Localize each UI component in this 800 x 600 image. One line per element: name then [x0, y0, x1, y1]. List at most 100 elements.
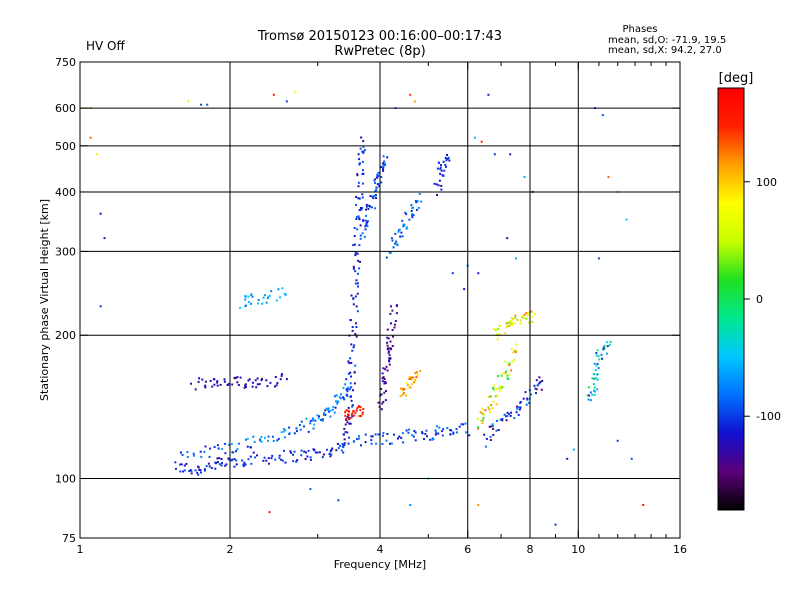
data-point: [402, 223, 405, 226]
data-point: [389, 252, 392, 254]
data-point: [465, 431, 468, 434]
data-point: [336, 443, 339, 445]
data-point: [370, 439, 373, 442]
data-point: [194, 469, 197, 472]
data-point: [515, 351, 517, 354]
data-point: [522, 315, 525, 317]
data-point: [365, 224, 368, 227]
y-axis: 75 100 200 300 400 500 600 750: [55, 56, 680, 545]
data-point: [352, 244, 355, 247]
data-point: [393, 326, 396, 329]
data-point: [391, 345, 394, 347]
data-point: [362, 145, 365, 148]
data-point: [410, 376, 413, 379]
data-point: [355, 204, 357, 207]
data-point: [351, 405, 354, 408]
data-point: [625, 218, 628, 221]
data-point: [323, 412, 326, 415]
data-point: [353, 371, 356, 374]
data-point: [340, 449, 343, 452]
data-point: [603, 344, 606, 347]
data-point: [213, 378, 216, 381]
data-point: [496, 394, 499, 397]
data-point: [348, 388, 351, 391]
data-point: [290, 451, 293, 454]
data-point: [335, 394, 338, 397]
data-point: [360, 136, 363, 139]
data-point: [510, 411, 513, 414]
data-point: [216, 444, 219, 447]
data-point: [483, 433, 486, 436]
data-point: [256, 454, 258, 457]
data-point: [370, 435, 373, 438]
data-point: [514, 314, 517, 317]
data-point: [375, 194, 377, 196]
data-point: [362, 140, 365, 143]
data-point: [458, 425, 461, 428]
data-point: [354, 254, 357, 257]
data-point: [316, 451, 319, 454]
data-point: [374, 433, 377, 436]
data-point: [605, 341, 608, 344]
data-point: [512, 351, 515, 354]
data-point: [595, 377, 598, 380]
data-point: [249, 455, 252, 458]
data-point: [509, 319, 512, 322]
colorbar-ticks: 100 0 -100: [744, 176, 781, 423]
data-point: [526, 397, 529, 400]
data-point: [393, 323, 396, 326]
data-point: [272, 440, 275, 442]
data-point: [387, 351, 390, 354]
data-point: [364, 228, 367, 231]
data-point: [243, 463, 246, 466]
data-point: [183, 464, 186, 467]
data-point: [346, 394, 349, 397]
data-point: [283, 427, 285, 430]
data-point: [595, 352, 598, 354]
data-point: [351, 415, 354, 418]
data-point: [399, 235, 402, 238]
data-point: [386, 341, 389, 344]
data-point: [593, 394, 596, 396]
data-point: [348, 436, 351, 439]
data-point: [231, 451, 234, 454]
data-point: [477, 272, 480, 275]
data-point: [366, 221, 369, 224]
data-point: [385, 390, 387, 392]
data-point: [350, 386, 353, 389]
data-point: [309, 488, 312, 491]
data-point: [464, 422, 467, 425]
data-point: [194, 388, 197, 391]
data-point: [476, 417, 479, 420]
data-point: [347, 406, 350, 409]
data-point: [276, 439, 279, 442]
data-point: [439, 172, 442, 175]
data-point: [377, 401, 380, 404]
data-point: [228, 382, 231, 385]
data-point: [514, 349, 517, 352]
data-point: [592, 373, 595, 375]
data-point: [255, 386, 258, 389]
data-point: [413, 381, 416, 384]
data-point: [307, 449, 310, 452]
data-point: [376, 183, 379, 186]
data-point: [518, 408, 521, 411]
data-point: [340, 393, 343, 396]
data-point: [354, 295, 357, 298]
data-point: [352, 265, 355, 268]
data-point: [350, 375, 352, 378]
data-point: [355, 335, 358, 338]
data-point: [388, 251, 391, 254]
data-point: [342, 396, 345, 399]
data-point: [501, 419, 504, 422]
data-point: [366, 204, 369, 207]
data-point: [271, 435, 274, 438]
data-point: [371, 195, 374, 198]
data-point: [505, 415, 508, 418]
data-point: [419, 369, 422, 372]
data-point: [374, 189, 377, 192]
data-point: [392, 335, 395, 338]
data-point: [408, 376, 411, 378]
data-point: [216, 380, 219, 383]
data-point: [511, 318, 514, 321]
